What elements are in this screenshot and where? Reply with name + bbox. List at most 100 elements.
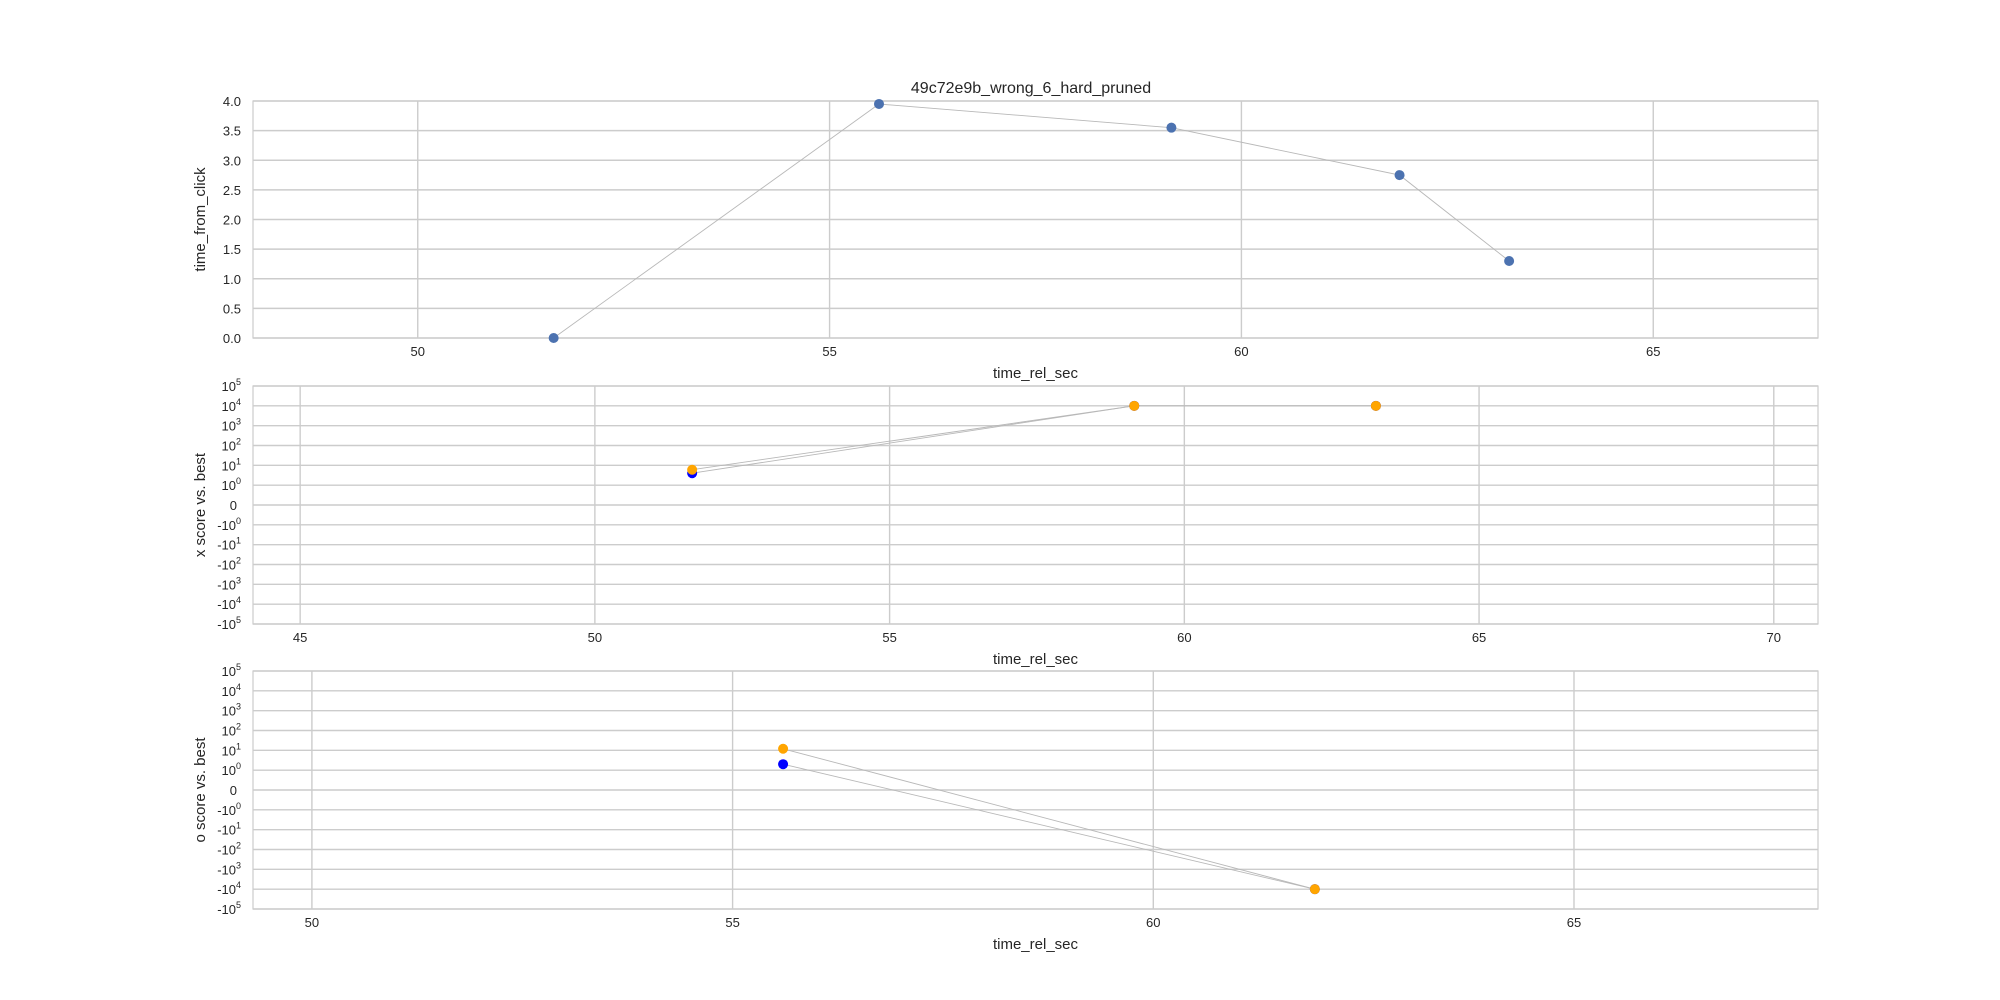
x-axis-label: time_rel_sec — [993, 936, 1079, 953]
y-tick-exponent: 1 — [236, 741, 241, 751]
y-tick-base: 10 — [222, 743, 236, 758]
data-point — [1504, 255, 1515, 266]
y-tick-exponent: 2 — [236, 841, 241, 851]
x-tick-label: 55 — [882, 630, 896, 645]
y-tick-label: -103 — [217, 575, 241, 592]
y-tick-base: -10 — [217, 902, 236, 917]
y-tick-exponent: 4 — [236, 397, 241, 407]
y-tick-label: 104 — [222, 397, 241, 414]
series-line — [782, 763, 1315, 890]
x-tick-label: 65 — [1646, 344, 1660, 359]
y-tick-label: -105 — [217, 615, 241, 632]
y-tick-base: 10 — [222, 478, 236, 493]
y-tick-base: -10 — [217, 803, 236, 818]
y-tick-base: -10 — [217, 823, 236, 838]
y-tick-exponent: 0 — [236, 476, 241, 486]
y-tick-label: 104 — [222, 682, 241, 699]
y-tick-label: 3.0 — [223, 153, 241, 168]
data-point — [1370, 400, 1381, 411]
x-axis-label: time_rel_sec — [993, 651, 1079, 668]
x-tick-label: 50 — [305, 915, 319, 930]
x-tick-label: 50 — [588, 630, 602, 645]
y-tick-base: -10 — [217, 597, 236, 612]
y-tick-base: 10 — [222, 684, 236, 699]
y-tick-label: 2.5 — [223, 183, 241, 198]
y-tick-base: 10 — [222, 704, 236, 719]
y-tick-label: -101 — [217, 536, 241, 553]
x-tick-label: 45 — [293, 630, 307, 645]
y-tick-label: -102 — [217, 841, 241, 858]
y-tick-label: 103 — [222, 417, 241, 434]
y-tick-label: 105 — [222, 377, 241, 394]
y-tick-label: -100 — [217, 516, 241, 533]
y-axis-label: x score vs. best — [192, 452, 209, 557]
y-tick-exponent: 3 — [236, 860, 241, 870]
y-tick-label: 1.5 — [223, 242, 241, 257]
y-tick-base: 10 — [222, 399, 236, 414]
x-axis-label: time_rel_sec — [993, 365, 1079, 382]
y-tick-base: 10 — [222, 763, 236, 778]
y-tick-label: 2.0 — [223, 213, 241, 228]
panel-x-score: 45 50 55 60 65 701051041031021011000-100-101-… — [192, 377, 1819, 668]
y-tick-label: 4.0 — [223, 94, 241, 109]
y-tick-label: -103 — [217, 860, 241, 877]
y-tick-exponent: 4 — [236, 595, 241, 605]
y-tick-exponent: 5 — [236, 662, 241, 672]
y-tick-exponent: 2 — [236, 556, 241, 566]
data-point — [1309, 884, 1320, 895]
y-tick-base: -10 — [217, 538, 236, 553]
y-tick-base: -10 — [217, 617, 236, 632]
y-tick-label: 1.0 — [223, 272, 241, 287]
y-tick-label: 101 — [222, 741, 241, 758]
y-tick-base: -10 — [217, 862, 236, 877]
y-tick-exponent: 3 — [236, 702, 241, 712]
y-tick-label: 100 — [222, 476, 241, 493]
data-point — [1166, 122, 1177, 133]
y-tick-label: 102 — [222, 722, 241, 739]
y-tick-exponent: 0 — [236, 516, 241, 526]
y-tick-base: -10 — [217, 882, 236, 897]
y-tick-exponent: 3 — [236, 575, 241, 585]
y-tick-base: 10 — [222, 379, 236, 394]
y-tick-label: -104 — [217, 880, 241, 897]
x-tick-label: 55 — [725, 915, 739, 930]
y-tick-label: -101 — [217, 821, 241, 838]
y-tick-exponent: 1 — [236, 821, 241, 831]
y-tick-label: 100 — [222, 761, 241, 778]
x-tick-label: 50 — [411, 344, 425, 359]
y-tick-exponent: 2 — [236, 722, 241, 732]
x-tick-label: 60 — [1234, 344, 1248, 359]
x-tick-label: 65 — [1472, 630, 1486, 645]
data-point — [548, 333, 559, 343]
x-tick-label: 65 — [1567, 915, 1581, 930]
data-point — [778, 759, 789, 770]
y-tick-exponent: 2 — [236, 437, 241, 447]
y-tick-label: 0 — [230, 783, 237, 798]
y-tick-exponent: 4 — [236, 880, 241, 890]
x-tick-label: 60 — [1177, 630, 1191, 645]
y-tick-label: 102 — [222, 437, 241, 454]
y-tick-base: -10 — [217, 843, 236, 858]
data-point — [1394, 170, 1405, 181]
y-tick-base: 10 — [222, 724, 236, 739]
y-tick-label: 103 — [222, 702, 241, 719]
x-tick-label: 55 — [822, 344, 836, 359]
data-point — [1129, 400, 1140, 411]
y-tick-label: 0 — [230, 498, 237, 513]
x-tick-label: 60 — [1146, 915, 1160, 930]
y-tick-label: -100 — [217, 801, 241, 818]
y-tick-label: 105 — [222, 662, 241, 679]
y-tick-label: 101 — [222, 456, 241, 473]
y-tick-exponent: 4 — [236, 682, 241, 692]
data-point — [687, 464, 698, 475]
y-tick-label: -105 — [217, 900, 241, 917]
y-tick-base: -10 — [217, 518, 236, 533]
data-point — [778, 743, 789, 754]
y-tick-label: -102 — [217, 556, 241, 573]
y-tick-exponent: 5 — [236, 377, 241, 387]
y-tick-label: 3.5 — [223, 124, 241, 139]
y-tick-base: 0 — [230, 498, 237, 513]
y-tick-exponent: 5 — [236, 900, 241, 910]
y-tick-base: -10 — [217, 558, 236, 573]
y-tick-exponent: 3 — [236, 417, 241, 427]
